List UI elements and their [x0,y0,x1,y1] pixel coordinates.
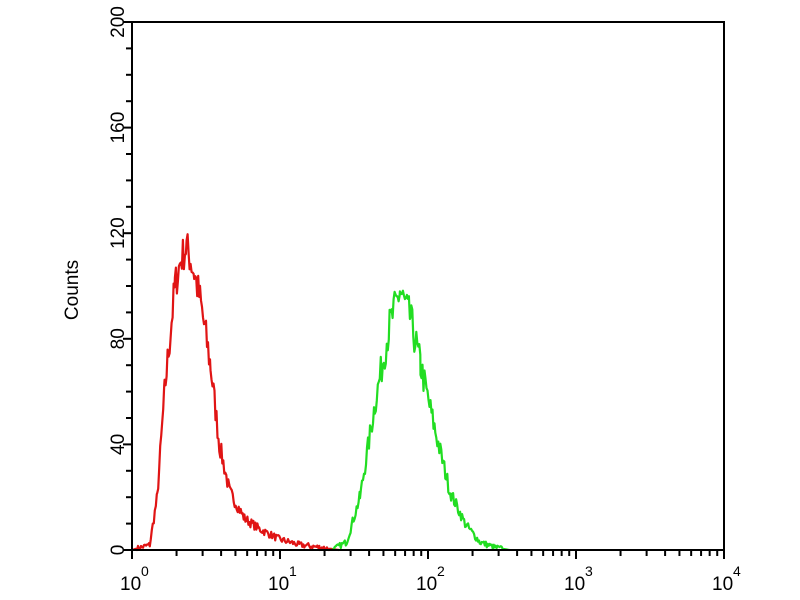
x-tick-label: 100 [120,563,149,595]
y-axis-label: Counts [62,260,83,320]
green-histogram-series [331,289,510,552]
plot-frame [131,21,725,551]
svg-text:10: 10 [564,574,585,595]
svg-text:3: 3 [585,563,593,579]
red-histogram-series [131,233,340,552]
svg-text:10: 10 [416,574,437,595]
x-tick-label: 102 [416,563,445,595]
y-tick-label: 160 [108,112,129,144]
svg-text:10: 10 [268,574,289,595]
y-tick-label: 80 [108,328,129,349]
y-tick-label: 0 [108,545,129,556]
x-tick-label: 103 [564,563,593,595]
svg-text:10: 10 [712,574,733,595]
x-tick-label: 104 [712,563,741,595]
svg-text:1: 1 [289,563,297,579]
y-tick-label: 120 [108,217,129,249]
svg-text:0: 0 [141,563,149,579]
x-tick-label: 101 [268,563,297,595]
y-tick-label: 40 [108,434,129,455]
y-tick-label: 200 [108,6,129,38]
svg-text:2: 2 [437,563,445,579]
svg-text:10: 10 [120,574,141,595]
svg-text:4: 4 [733,563,741,579]
